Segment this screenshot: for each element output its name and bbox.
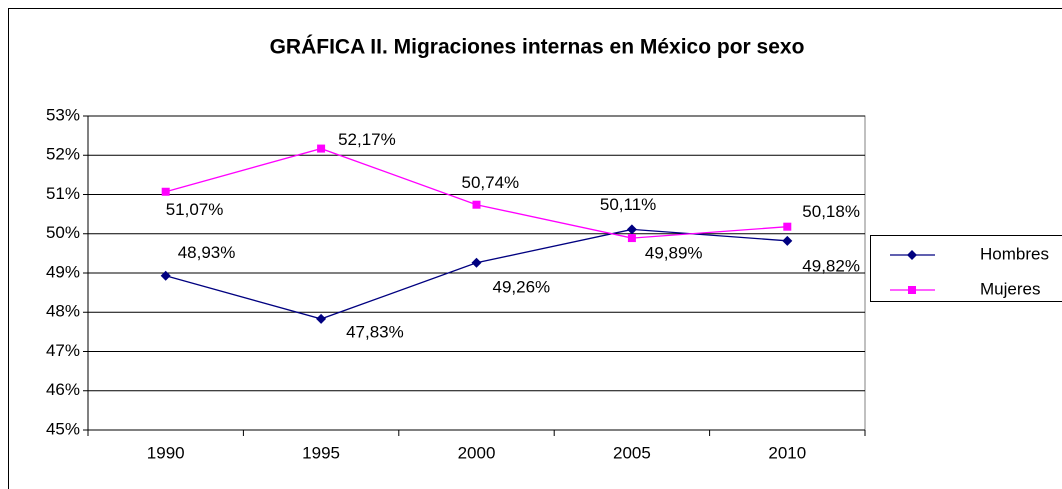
legend-label: Mujeres xyxy=(980,279,1040,298)
data-label: 47,83% xyxy=(346,322,404,341)
data-label: 49,26% xyxy=(493,277,551,296)
data-label: 50,74% xyxy=(462,173,520,192)
chart-title: GRÁFICA II. Migraciones internas en Méxi… xyxy=(270,36,805,59)
x-tick-label: 1995 xyxy=(302,443,340,462)
point xyxy=(908,286,916,294)
legend-label: Hombres xyxy=(980,244,1049,263)
y-tick-label: 52% xyxy=(46,145,80,164)
y-tick-label: 47% xyxy=(46,341,80,360)
y-tick-label: 49% xyxy=(46,262,80,281)
point xyxy=(782,235,793,246)
y-tick-label: 50% xyxy=(46,223,80,242)
x-tick-label: 2000 xyxy=(458,443,496,462)
x-tick-label: 2010 xyxy=(768,443,806,462)
point xyxy=(472,200,481,209)
point xyxy=(317,144,326,153)
point xyxy=(626,224,637,235)
x-tick-label: 1990 xyxy=(147,443,185,462)
point xyxy=(471,257,482,268)
point xyxy=(627,234,636,243)
data-label: 50,11% xyxy=(600,195,656,214)
y-tick-label: 51% xyxy=(46,184,80,203)
y-tick-label: 48% xyxy=(46,302,80,321)
y-tick-label: 45% xyxy=(46,419,80,438)
data-label: 49,89% xyxy=(645,244,703,263)
point xyxy=(160,270,171,281)
data-label: 52,17% xyxy=(338,130,396,149)
point xyxy=(783,222,792,231)
point xyxy=(316,313,327,324)
x-tick-label: 2005 xyxy=(613,443,651,462)
data-label: 50,18% xyxy=(802,202,860,221)
y-tick-label: 46% xyxy=(46,380,80,399)
data-label: 49,82% xyxy=(802,256,860,275)
point xyxy=(161,187,170,196)
data-label: 48,93% xyxy=(178,243,236,262)
point xyxy=(907,250,917,260)
data-label: 51,07% xyxy=(166,200,224,219)
y-tick-label: 53% xyxy=(46,105,80,124)
